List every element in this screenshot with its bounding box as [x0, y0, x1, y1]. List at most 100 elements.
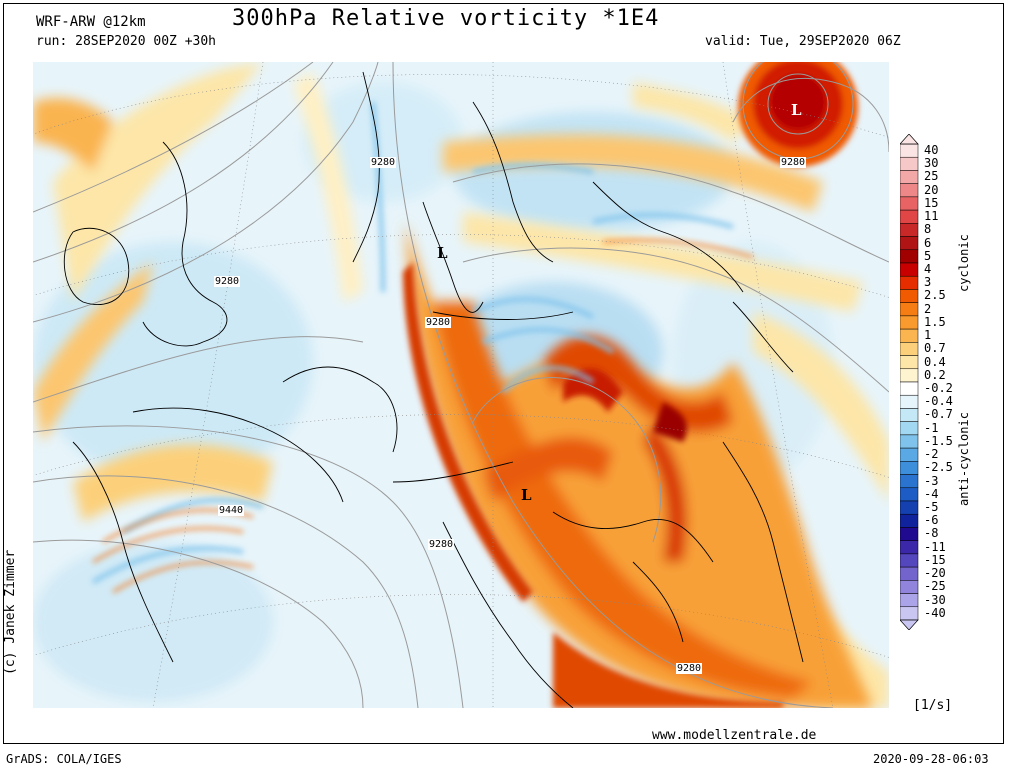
colorbar-swatch [900, 196, 919, 211]
colorbar-swatch [900, 394, 919, 409]
colorbar-tick-label: 5 [924, 248, 932, 263]
colorbar-tick-label: 0.2 [924, 367, 946, 382]
datestamp-label: 2020-09-28-06:03 [873, 752, 989, 766]
colorbar-swatch [900, 249, 919, 264]
colorbar-tick-label: -0.4 [924, 394, 953, 409]
colorbar-tick-label: 4 [924, 262, 932, 276]
colorbar-swatch [900, 553, 919, 568]
low-pressure-marker: L [437, 244, 448, 262]
colorbar-tick-label: 11 [924, 209, 939, 224]
colorbar-tick-label: -20 [924, 566, 946, 581]
colorbar-swatch [900, 223, 919, 237]
colorbar-swatch [900, 355, 919, 370]
colorbar-swatch [900, 262, 919, 277]
colorbar-swatch [900, 461, 919, 475]
colorbar-tick-label: -40 [924, 605, 946, 620]
colorbar-tick-label: 1.5 [924, 314, 946, 329]
graticule [33, 62, 889, 708]
colorbar-tick-label: -2 [924, 447, 939, 462]
colorbar-tick-label: 20 [924, 182, 939, 197]
colorbar-swatch [900, 593, 919, 608]
colorbar-tick-label: 0.4 [924, 354, 946, 369]
colorbar-tick-label: -1.5 [924, 433, 953, 448]
plot-frame [3, 3, 1004, 744]
cyclonic-label: cyclonic [957, 234, 971, 292]
isohypse-label: 9280 [428, 539, 455, 550]
colorbar-swatch [900, 474, 919, 489]
colorbar [900, 134, 919, 630]
colorbar-swatch [900, 447, 919, 462]
colorbar-tick-label: -25 [924, 579, 946, 594]
vorticity-map [33, 62, 889, 708]
colorbar-tick-label: -11 [924, 539, 946, 554]
colorbar-tick-label: -15 [924, 552, 946, 567]
colorbar-swatch [900, 143, 919, 158]
colorbar-swatch [900, 513, 919, 528]
chart-title: 300hPa Relative vorticity *1E4 [232, 6, 660, 31]
unit-label: [1/s] [913, 698, 953, 713]
colorbar-swatch [900, 209, 919, 224]
colorbar-tick-label: -5 [924, 500, 939, 514]
colorbar-tick-label: 40 [924, 143, 939, 157]
colorbar-swatch [900, 540, 919, 555]
colorbar-swatch [900, 302, 919, 317]
colorbar-swatch [900, 381, 919, 396]
website-link[interactable]: www.modellzentrale.de [652, 728, 817, 743]
colorbar-tick-label: 6 [924, 235, 932, 250]
colorbar-swatch [900, 368, 919, 383]
isohypse-label: 9280 [676, 663, 703, 674]
low-pressure-marker: L [791, 101, 802, 119]
isohypse-label: 9280 [425, 317, 452, 328]
low-pressure-marker: L [521, 486, 532, 504]
colorbar-swatch [900, 500, 919, 515]
colorbar-tick-label: -30 [924, 592, 946, 607]
colorbar-tick-label: 0.7 [924, 341, 946, 356]
colorbar-swatch [900, 606, 919, 621]
colorbar-tick-label: 2 [924, 301, 932, 316]
colorbar-swatch [900, 328, 919, 343]
colorbar-swatch [900, 566, 919, 581]
colorbar-swatch [900, 275, 919, 290]
colorbar-swatch [900, 315, 919, 330]
colorbar-swatch [900, 527, 919, 541]
isohypse-label: 9280 [780, 157, 807, 168]
colorbar-tick-label: 25 [924, 169, 939, 184]
colorbar-swatch [900, 580, 919, 594]
colorbar-tick-label: -8 [924, 526, 939, 541]
vorticity-field [33, 62, 889, 708]
model-label: WRF-ARW @12km [36, 14, 146, 30]
colorbar-tick-label: -2.5 [924, 460, 953, 475]
software-label: GrADS: COLA/IGES [6, 752, 122, 766]
colorbar-tick-label: 8 [924, 222, 932, 237]
colorbar-tick-label: 2.5 [924, 288, 946, 303]
colorbar-swatch [900, 421, 919, 436]
colorbar-tick-label: -3 [924, 473, 939, 488]
isohypse-label: 9440 [218, 505, 245, 516]
colorbar-swatch [900, 289, 919, 303]
colorbar-swatch [900, 342, 919, 356]
colorbar-tick-label: -4 [924, 486, 939, 501]
run-label: run: 28SEP2020 00Z +30h [36, 34, 217, 49]
credit-label: (c) Janek Zimmer [3, 549, 18, 675]
colorbar-swatch [900, 487, 919, 502]
colorbar-tick-label: 30 [924, 156, 939, 171]
colorbar-swatch [900, 236, 919, 251]
isohypse-lines [33, 62, 889, 708]
colorbar-tick-label: 3 [924, 275, 932, 290]
coastlines-and-borders [63, 71, 804, 708]
colorbar-tick-label: -1 [924, 420, 939, 435]
colorbar-tick-label: -0.7 [924, 407, 953, 422]
colorbar-swatch [900, 156, 919, 171]
colorbar-tick-label: 15 [924, 195, 939, 210]
colorbar-tick-label: -0.2 [924, 381, 953, 395]
colorbar-swatch [900, 434, 919, 449]
colorbar-swatch [900, 408, 919, 422]
colorbar-swatch [900, 170, 919, 184]
colorbar-tick-label: -6 [924, 513, 939, 528]
isohypse-label: 9280 [370, 157, 397, 168]
colorbar-swatch [900, 183, 919, 198]
colorbar-tick-label: 1 [924, 328, 932, 343]
isohypse-label: 9280 [214, 276, 241, 287]
anticyclonic-label: anti-cyclonic [957, 412, 971, 506]
valid-label: valid: Tue, 29SEP2020 06Z [705, 34, 901, 49]
